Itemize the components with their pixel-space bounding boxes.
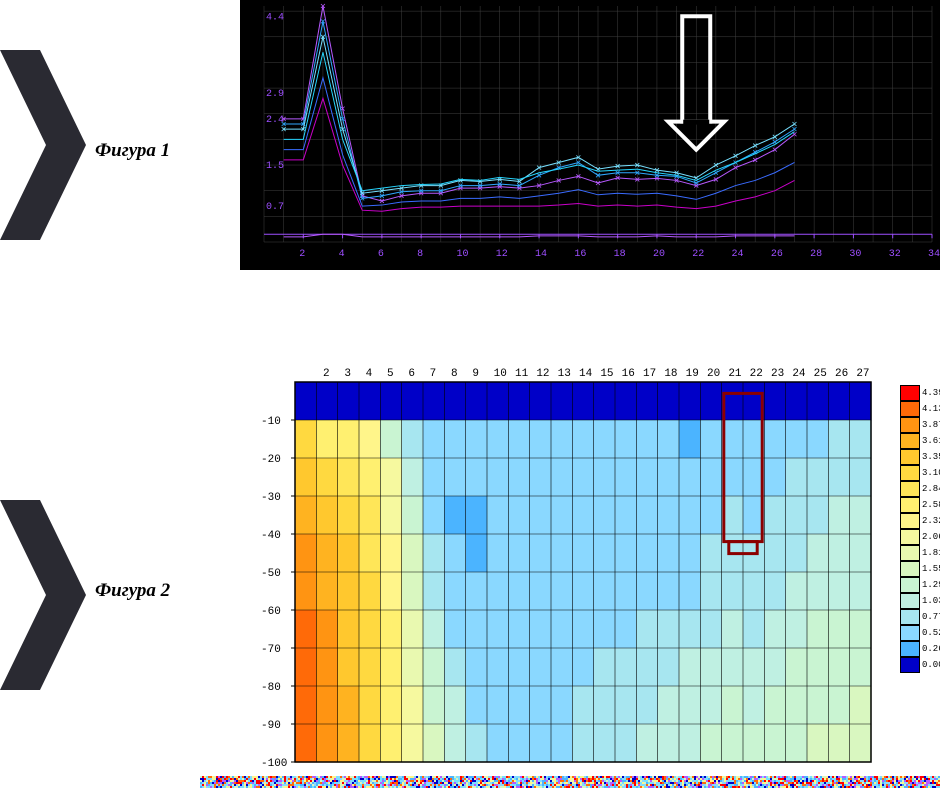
svg-text:5: 5 <box>387 368 394 380</box>
svg-text:18: 18 <box>664 368 677 380</box>
svg-text:-40: -40 <box>261 530 281 542</box>
svg-text:20: 20 <box>707 368 720 380</box>
svg-text:7: 7 <box>430 368 437 380</box>
svg-text:22: 22 <box>750 368 763 380</box>
svg-text:19: 19 <box>686 368 699 380</box>
svg-text:2: 2 <box>323 368 330 380</box>
svg-text:-100: -100 <box>261 758 287 770</box>
svg-text:24: 24 <box>792 368 806 380</box>
svg-text:-80: -80 <box>261 682 281 694</box>
banner-arrow-2 <box>0 500 86 690</box>
svg-text:3: 3 <box>344 368 351 380</box>
figure2-label: Фигура 2 <box>95 580 170 602</box>
svg-text:14: 14 <box>579 368 593 380</box>
svg-text:21: 21 <box>728 368 742 380</box>
svg-text:12: 12 <box>536 368 549 380</box>
decorative-noise-strip <box>200 775 940 787</box>
svg-text:11: 11 <box>515 368 529 380</box>
svg-text:16: 16 <box>622 368 635 380</box>
figure1-linechart: 0.71.52.42.94.42468101214161820222426283… <box>240 0 940 270</box>
svg-text:-30: -30 <box>261 492 281 504</box>
svg-text:17: 17 <box>643 368 656 380</box>
svg-text:9: 9 <box>472 368 479 380</box>
svg-text:-50: -50 <box>261 568 281 580</box>
svg-text:-20: -20 <box>261 454 281 466</box>
svg-text:26: 26 <box>835 368 848 380</box>
svg-text:10: 10 <box>494 368 507 380</box>
svg-text:-10: -10 <box>261 416 281 428</box>
svg-text:-60: -60 <box>261 606 281 618</box>
figure1-label: Фигура 1 <box>95 140 170 162</box>
svg-text:13: 13 <box>558 368 571 380</box>
svg-text:23: 23 <box>771 368 784 380</box>
svg-text:-90: -90 <box>261 720 281 732</box>
svg-text:8: 8 <box>451 368 458 380</box>
svg-text:27: 27 <box>856 368 869 380</box>
banner-arrow-1 <box>0 50 86 240</box>
figure2-heatmap: 2345678910111213141516171819202122232425… <box>247 360 877 770</box>
svg-text:-70: -70 <box>261 644 281 656</box>
svg-text:4: 4 <box>366 368 373 380</box>
svg-text:6: 6 <box>408 368 415 380</box>
svg-text:25: 25 <box>814 368 827 380</box>
svg-text:15: 15 <box>600 368 613 380</box>
